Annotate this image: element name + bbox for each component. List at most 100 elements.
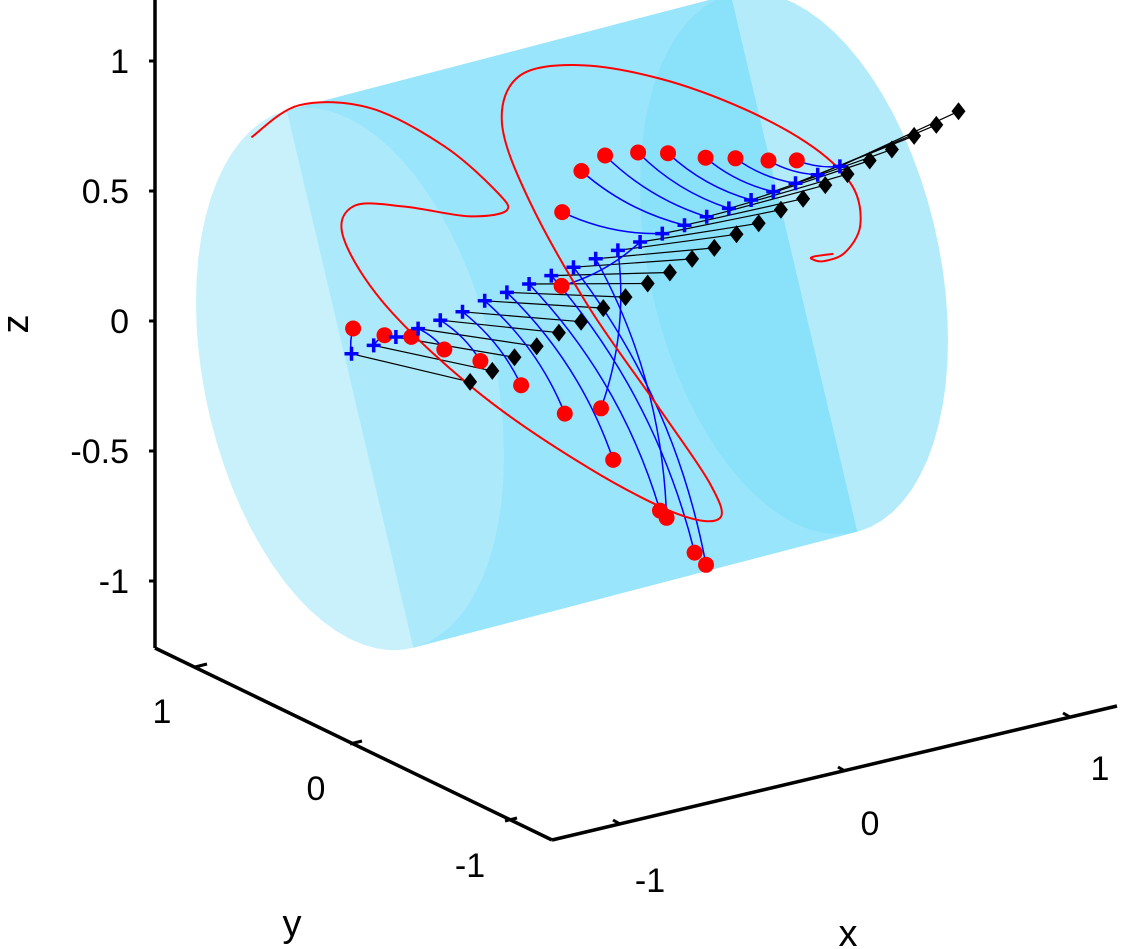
blue-cross-marker — [566, 260, 581, 275]
z-tick-label: 0 — [110, 303, 129, 341]
x-tick-mark — [1062, 711, 1071, 719]
y-axis-label: y — [283, 903, 302, 945]
z-tick-label: 0.5 — [82, 173, 129, 211]
black-diamond-marker — [862, 151, 877, 170]
cylinder-near-cap-group — [196, 107, 504, 651]
z-tick-label: -0.5 — [70, 433, 129, 471]
red-circle-marker — [727, 150, 744, 167]
blue-cross-marker — [655, 226, 670, 241]
x-axis-line — [551, 704, 1118, 842]
red-circle-marker — [788, 152, 805, 169]
x-tick-mark — [612, 818, 621, 826]
z-tick-label: 1 — [110, 43, 129, 81]
red-circle-marker — [556, 405, 573, 422]
black-diamond-marker — [618, 288, 633, 307]
red-circle-marker — [760, 152, 777, 169]
blue-cross-marker — [433, 313, 448, 328]
blue-connector — [637, 151, 730, 210]
blue-connector — [604, 154, 707, 218]
red-circle-marker — [573, 163, 590, 179]
black-connector — [373, 344, 493, 372]
black-connector — [640, 222, 759, 243]
black-connector — [706, 184, 826, 218]
black-diamond-marker — [485, 361, 500, 380]
red-circle-marker — [403, 328, 420, 345]
blue-cross-marker — [788, 176, 803, 191]
black-diamond-marker — [707, 238, 722, 257]
black-connector — [595, 247, 715, 260]
black-diamond-marker — [773, 200, 788, 219]
red-circle-marker — [605, 451, 622, 468]
blue-connector — [600, 250, 622, 409]
red-circle-marker — [630, 144, 647, 161]
black-diamond-marker — [818, 176, 833, 195]
blue-connector — [580, 170, 685, 226]
black-diamond-marker — [507, 348, 522, 367]
red-circle-marker — [697, 149, 714, 166]
black-connector — [529, 282, 648, 285]
black-connector — [484, 300, 604, 309]
blue-cross-marker — [766, 184, 781, 199]
red-circle-marker — [554, 204, 571, 221]
blue-cross-marker — [477, 293, 492, 308]
black-diamond-marker — [551, 323, 566, 342]
black-diamond-marker — [574, 312, 589, 331]
y-tick-label: 0 — [307, 770, 326, 808]
black-diamond-marker — [685, 249, 700, 268]
black-diamond-marker — [907, 126, 922, 145]
blue-cross-marker — [610, 243, 625, 258]
black-diamond-marker — [840, 165, 855, 184]
blue-connector — [572, 266, 707, 565]
blue-cross-marker — [522, 277, 537, 291]
black-connector — [573, 258, 693, 268]
blue-cross-marker — [366, 338, 381, 353]
black-connector — [551, 271, 670, 277]
black-diamond-marker — [884, 140, 899, 159]
red-curve — [250, 64, 862, 523]
blue-cross-marker — [721, 201, 736, 216]
black-diamond-marker — [463, 372, 478, 391]
blue-connector — [528, 283, 661, 511]
black-diamond-marker — [529, 337, 544, 356]
x-tick-label: 0 — [861, 805, 880, 843]
cylinder-near-cap — [196, 107, 504, 651]
blue-connector — [506, 291, 614, 461]
blue-connector — [550, 275, 696, 553]
blue-cross-marker — [699, 209, 714, 224]
x-tick-label: -1 — [635, 862, 665, 900]
black-diamond-marker — [951, 102, 966, 121]
red-circle-marker — [345, 320, 362, 337]
markers-group — [344, 102, 966, 573]
blue-connector — [595, 258, 668, 518]
y-tick-mark — [194, 662, 208, 669]
red-circle-marker — [698, 556, 714, 573]
x-tick-mark — [837, 765, 846, 773]
black-diamond-marker — [929, 115, 944, 134]
red-circle-marker — [597, 147, 614, 164]
red-circle-marker — [472, 353, 489, 369]
z-axis-label: z — [0, 315, 37, 334]
red-circle-marker — [686, 544, 703, 561]
black-diamond-marker — [596, 299, 611, 318]
black-diamond-marker — [729, 225, 744, 244]
blue-connector — [561, 241, 641, 287]
blue-connector — [462, 311, 522, 386]
red-circle-marker — [436, 341, 453, 358]
blue-cross-marker — [499, 285, 514, 300]
red-circle-marker — [376, 327, 393, 344]
y-tick-label: 1 — [153, 693, 172, 731]
red-circle-marker — [660, 145, 676, 162]
blue-connector — [561, 211, 663, 235]
red-circle-marker — [513, 377, 530, 394]
blue-connector — [484, 300, 566, 414]
z-tick-label: -1 — [99, 563, 129, 601]
blue-cross-marker — [544, 268, 559, 283]
blue-cross-marker — [633, 235, 648, 249]
red-circle-marker — [553, 277, 570, 294]
red-circle-marker — [658, 509, 675, 526]
blue-cross-marker — [832, 159, 847, 174]
y-tick-mark — [504, 816, 518, 823]
black-connector — [418, 328, 537, 347]
y-tick-label: -1 — [455, 847, 485, 885]
